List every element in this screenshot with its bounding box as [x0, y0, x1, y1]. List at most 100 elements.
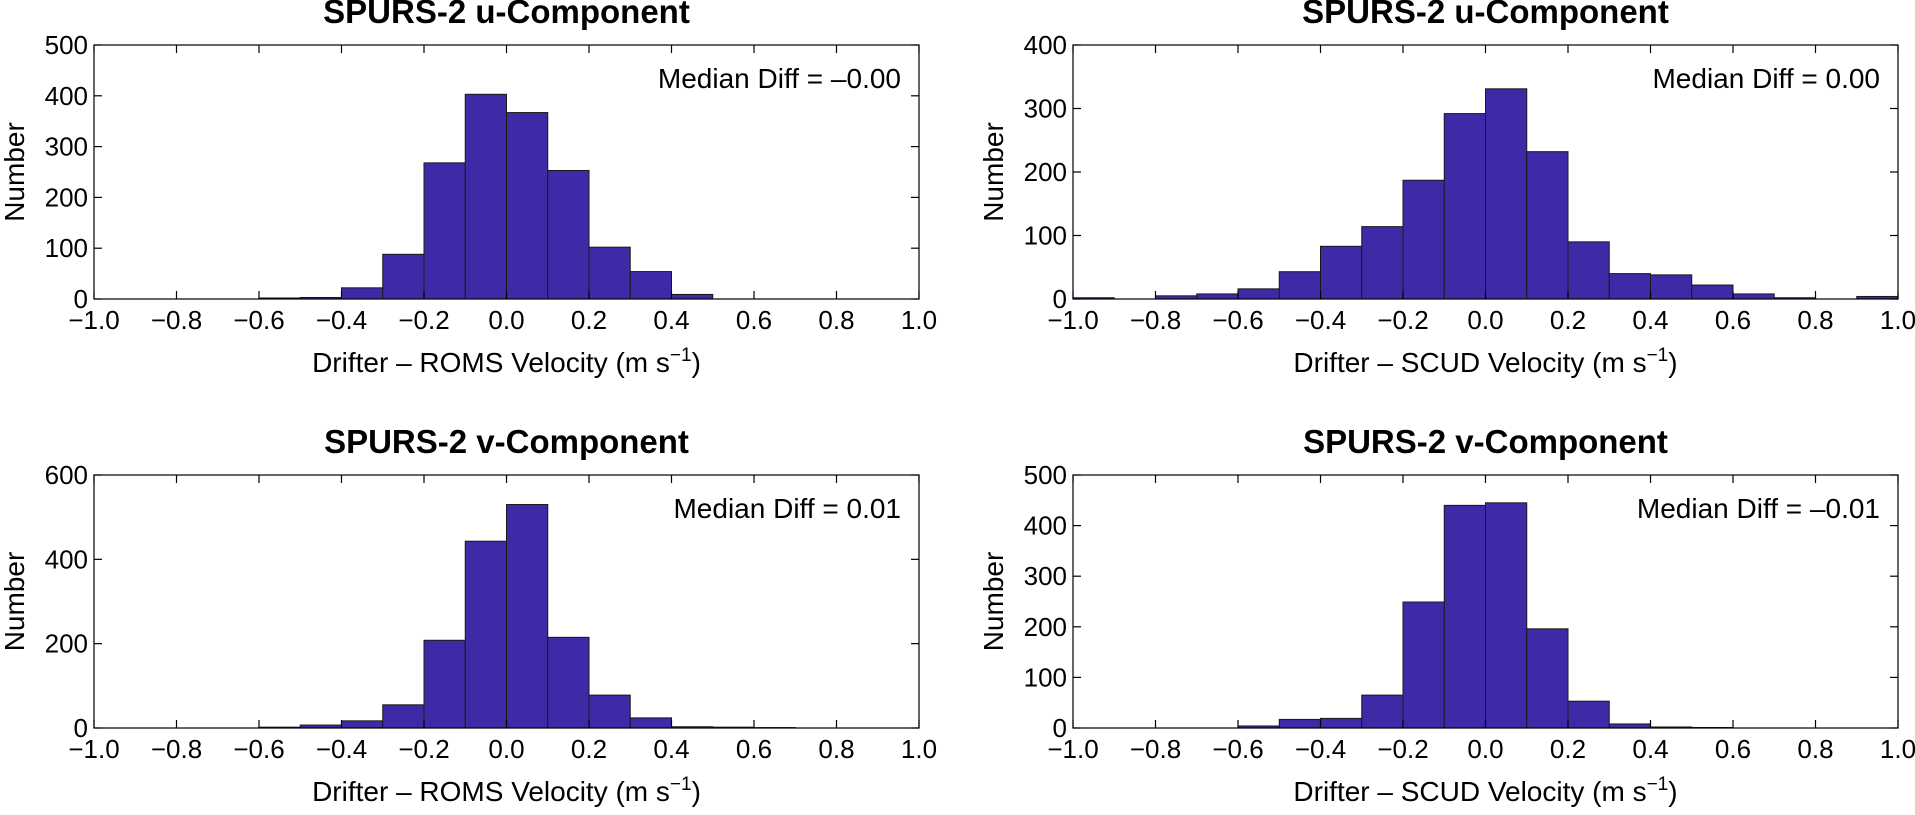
x-tick-label: −0.8: [1130, 734, 1181, 764]
histogram-bar: [547, 169, 590, 300]
chart-title: SPURS-2 v-Component: [324, 423, 689, 460]
histogram-bar: [1278, 271, 1321, 300]
x-tick-label: 0.4: [653, 734, 689, 764]
median-diff-annotation: Median Diff = 0.00: [1652, 63, 1880, 94]
y-tick-label: 400: [45, 544, 88, 574]
x-tick-label: 0.4: [1632, 305, 1668, 335]
x-tick-label: 1.0: [1880, 734, 1915, 764]
y-axis-label: Number: [0, 122, 30, 222]
histogram-bar: [1402, 179, 1445, 300]
x-tick-label: 0.0: [488, 305, 524, 335]
x-tick-label: 0.6: [736, 305, 772, 335]
median-diff-annotation: Median Diff = –0.00: [658, 63, 901, 94]
chart-panel-4: −1.0 −0.8 −0.6 −0.4 −0.2 0.0 0.2 0.4 0.6 0.8 1.0 0 1…: [978, 423, 1915, 807]
histogram-bar: [1608, 273, 1651, 300]
histogram-bar: [671, 293, 714, 300]
histogram-bar: [423, 639, 466, 729]
histogram-bar: [547, 636, 590, 729]
x-axis-label: Drifter – ROMS Velocity (m s−1): [312, 774, 701, 807]
histogram-bar: [1691, 284, 1734, 300]
histogram-bar: [1526, 151, 1569, 300]
y-axis-label: Number: [0, 552, 30, 652]
x-tick-label: 0.8: [818, 305, 854, 335]
histogram-bar: [1278, 718, 1321, 729]
histogram-bar: [1485, 502, 1528, 729]
x-tick-label: −1.0: [68, 734, 119, 764]
y-tick-label: 400: [1024, 511, 1067, 541]
x-tick-label: −0.6: [233, 305, 284, 335]
x-tick-label: 1.0: [901, 734, 937, 764]
histogram-bar: [382, 253, 425, 300]
x-tick-label: 0.0: [1467, 734, 1503, 764]
y-tick-label: 200: [1024, 612, 1067, 642]
histogram-bar: [1361, 694, 1404, 729]
histogram-bar: [1320, 245, 1363, 300]
y-tick-label: 500: [1024, 460, 1067, 490]
y-tick-label: 300: [1024, 561, 1067, 591]
histogram-bar: [1650, 274, 1693, 300]
x-tick-label: −0.8: [151, 305, 202, 335]
y-axis-label: Number: [978, 122, 1009, 222]
y-tick-label: 200: [45, 182, 88, 212]
x-tick-label: 0.2: [571, 305, 607, 335]
chart-title: SPURS-2 v-Component: [1303, 423, 1668, 460]
y-tick-label: 600: [45, 460, 88, 490]
y-tick-label: 100: [45, 233, 88, 263]
histogram-bar: [629, 717, 672, 729]
x-tick-label: −0.4: [316, 734, 367, 764]
histogram-bar: [1485, 88, 1528, 300]
x-tick-label: 0.8: [1797, 305, 1833, 335]
histogram-bar: [1608, 723, 1651, 729]
x-tick-label: −0.2: [398, 305, 449, 335]
x-tick-label: −0.2: [1377, 734, 1428, 764]
histogram-bar: [1402, 601, 1445, 729]
histogram-bar: [1443, 113, 1486, 300]
chart-title: SPURS-2 u-Component: [1302, 0, 1669, 30]
y-tick-label: 100: [1024, 662, 1067, 692]
x-tick-label: 1.0: [901, 305, 937, 335]
y-tick-label: 400: [1024, 30, 1067, 60]
x-tick-label: 0.0: [488, 734, 524, 764]
x-tick-label: −0.6: [1212, 734, 1263, 764]
y-tick-label: 0: [1053, 284, 1067, 314]
chart-panel-1: −1.0 −0.8 −0.6 −0.4 −0.2 0.0 0.2 0.4 0.6 0.8 1.0 0 1…: [0, 0, 937, 378]
x-tick-label: −0.2: [1377, 305, 1428, 335]
y-tick-label: 400: [45, 81, 88, 111]
x-tick-label: −0.4: [1295, 734, 1346, 764]
x-tick-label: 0.2: [1550, 734, 1586, 764]
x-tick-label: 0.0: [1467, 305, 1503, 335]
y-tick-label: 200: [45, 629, 88, 659]
x-axis-label: Drifter – SCUD Velocity (m s−1): [1293, 345, 1677, 378]
x-tick-label: −0.6: [1212, 305, 1263, 335]
histogram-bar: [1237, 288, 1280, 300]
histogram-bar: [464, 93, 507, 300]
histogram-bar: [506, 504, 549, 729]
median-diff-annotation: Median Diff = –0.01: [1637, 493, 1880, 524]
chart-title: SPURS-2 u-Component: [323, 0, 690, 30]
y-tick-label: 0: [74, 284, 88, 314]
y-tick-label: 100: [1024, 221, 1067, 251]
x-tick-label: 0.6: [1715, 734, 1751, 764]
histogram-bar: [382, 704, 425, 729]
histogram-bar: [506, 112, 549, 300]
x-tick-label: −0.8: [151, 734, 202, 764]
x-tick-label: −1.0: [68, 305, 119, 335]
x-tick-label: 0.8: [1797, 734, 1833, 764]
x-tick-label: 0.2: [1550, 305, 1586, 335]
x-tick-label: −0.8: [1130, 305, 1181, 335]
histogram-bar: [1732, 293, 1775, 300]
x-tick-label: −1.0: [1047, 734, 1098, 764]
histogram-bar: [1526, 628, 1569, 729]
y-tick-label: 0: [1053, 713, 1067, 743]
chart-panel-2: −1.0 −0.8 −0.6 −0.4 −0.2 0.0 0.2 0.4 0.6 0.8 1.0 0 1…: [978, 0, 1915, 378]
histogram-bar: [629, 271, 672, 300]
y-tick-label: 300: [1024, 94, 1067, 124]
x-tick-label: −0.4: [1295, 305, 1346, 335]
histogram-bar: [464, 540, 507, 729]
x-tick-label: −0.2: [398, 734, 449, 764]
y-tick-label: 200: [1024, 157, 1067, 187]
histogram-bar: [341, 720, 384, 729]
median-diff-annotation: Median Diff = 0.01: [673, 493, 901, 524]
histogram-bar: [1567, 700, 1610, 729]
